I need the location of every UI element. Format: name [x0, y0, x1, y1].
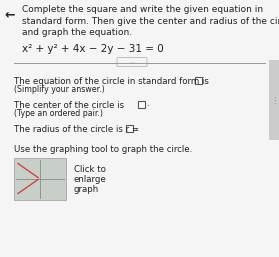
FancyBboxPatch shape — [117, 58, 147, 67]
Bar — [195, 77, 202, 84]
Text: .: . — [146, 99, 149, 108]
Text: x² + y² + 4x − 2y − 31 = 0: x² + y² + 4x − 2y − 31 = 0 — [22, 44, 164, 54]
Text: .: . — [134, 124, 137, 133]
Text: (Type an ordered pair.): (Type an ordered pair.) — [14, 109, 103, 118]
Text: standard form. Then give the center and radius of the circle: standard form. Then give the center and … — [22, 16, 279, 25]
Text: ←: ← — [4, 8, 15, 21]
Text: (Simplify your answer.): (Simplify your answer.) — [14, 86, 105, 95]
Text: The equation of the circle in standard form is: The equation of the circle in standard f… — [14, 77, 209, 86]
Text: The center of the circle is: The center of the circle is — [14, 100, 124, 109]
Bar — [138, 100, 145, 107]
Text: ···: ··· — [129, 60, 135, 65]
Text: enlarge: enlarge — [74, 176, 107, 185]
Text: .: . — [203, 76, 206, 85]
Bar — [269, 60, 279, 140]
Text: ⋮: ⋮ — [270, 96, 278, 105]
Text: The radius of the circle is r =: The radius of the circle is r = — [14, 124, 139, 133]
Text: graph: graph — [74, 186, 99, 195]
Text: and graph the equation.: and graph the equation. — [22, 28, 132, 37]
Bar — [14, 158, 66, 199]
Text: Complete the square and write the given equation in: Complete the square and write the given … — [22, 5, 263, 14]
Bar — [126, 124, 133, 132]
Text: Click to: Click to — [74, 166, 106, 175]
Text: Use the graphing tool to graph the circle.: Use the graphing tool to graph the circl… — [14, 144, 192, 153]
